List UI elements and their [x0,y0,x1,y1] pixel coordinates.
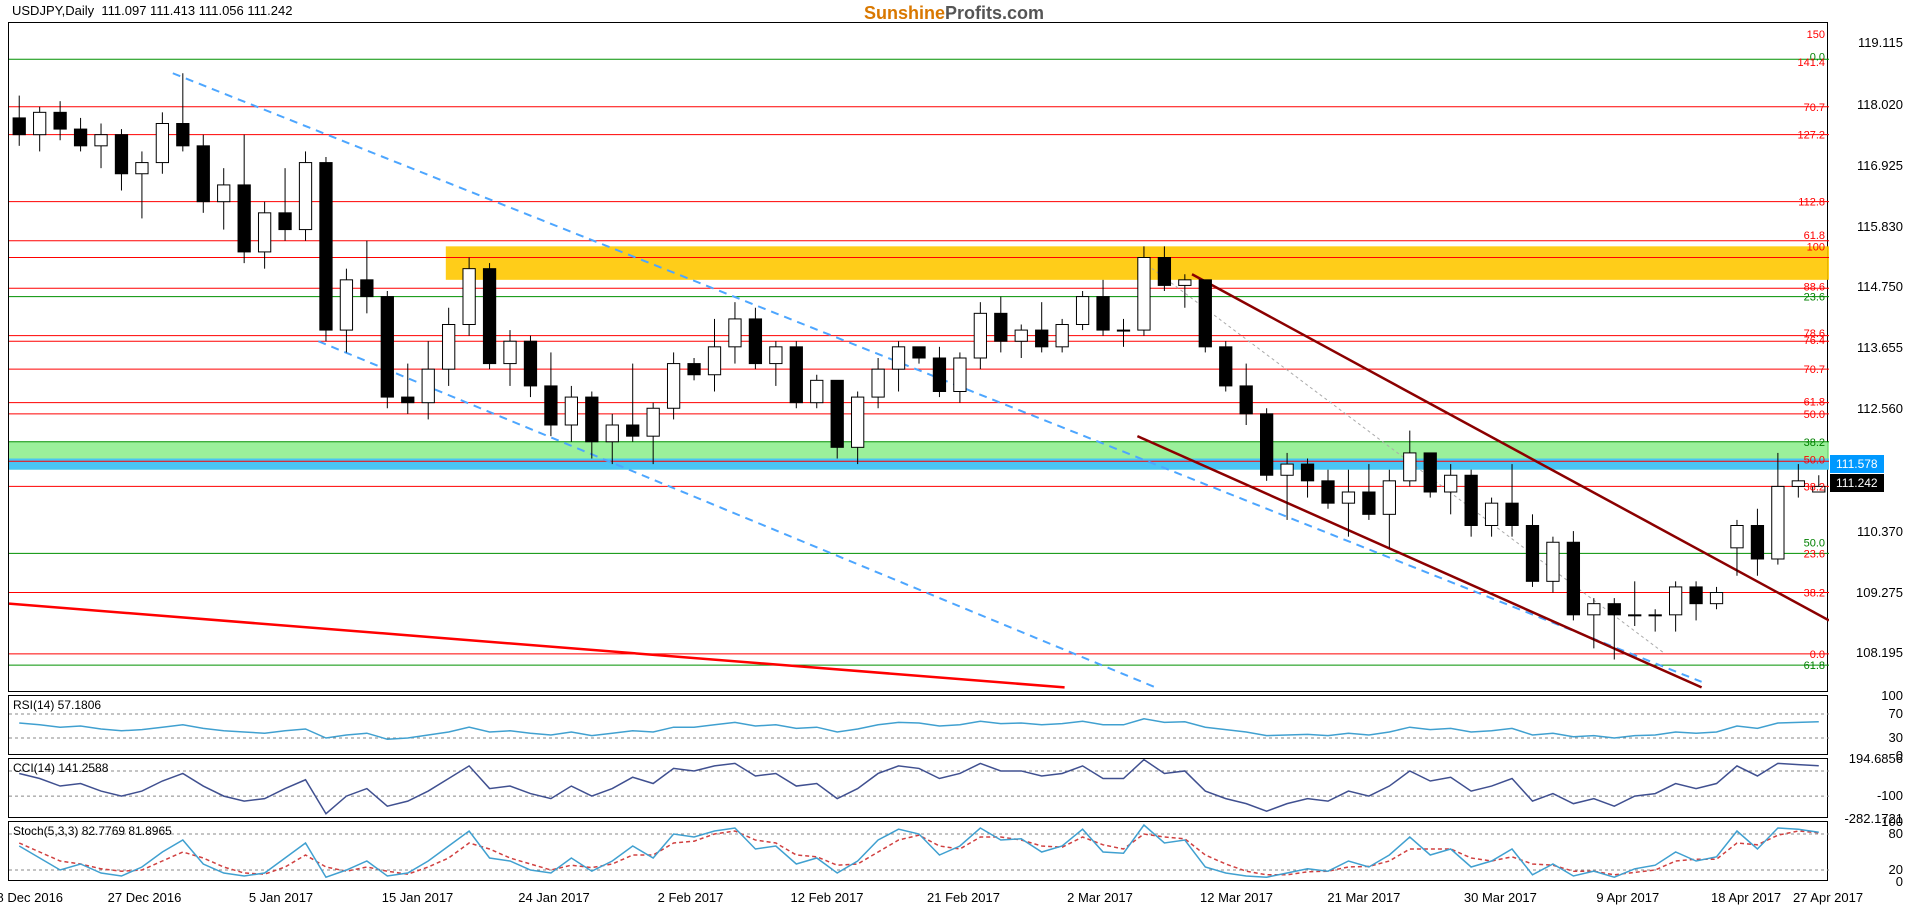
svg-text:23.6: 23.6 [1804,292,1825,304]
svg-text:61.8: 61.8 [1804,660,1825,672]
main-price-chart[interactable]: 1500.0141.470.7127.2112.861.810088.623.6… [8,22,1828,692]
stoch-label: Stoch(5,3,3) 82.7769 81.8965 [13,824,172,838]
svg-text:127.2: 127.2 [1797,130,1825,142]
cci-panel[interactable]: CCI(14) 141.2588 [8,758,1828,818]
price-y-axis: 119.115118.020116.925115.830114.750113.6… [1830,22,1908,692]
cci-svg [9,759,1829,819]
svg-text:38.2: 38.2 [1804,437,1825,449]
svg-text:38.2: 38.2 [1804,588,1825,600]
chart-header: USDJPY,Daily 111.097 111.413 111.056 111… [12,3,292,18]
watermark: SunshineProfits.com [864,3,1044,24]
date-x-axis: 18 Dec 201627 Dec 20165 Jan 201715 Jan 2… [8,885,1828,915]
rsi-y-axis: 10070300 [1830,695,1908,755]
stoch-svg [9,822,1829,882]
svg-text:100: 100 [1807,241,1825,253]
svg-text:50.0: 50.0 [1804,409,1825,421]
svg-text:141.4: 141.4 [1797,57,1825,69]
svg-text:150: 150 [1807,29,1825,41]
svg-text:76.4: 76.4 [1804,335,1825,347]
price-svg: 1500.0141.470.7127.2112.861.810088.623.6… [9,23,1829,693]
svg-text:112.8: 112.8 [1798,197,1825,209]
stoch-panel[interactable]: Stoch(5,3,3) 82.7769 81.8965 [8,821,1828,881]
svg-text:70.7: 70.7 [1804,364,1825,376]
rsi-svg [9,696,1829,756]
svg-text:50.0: 50.0 [1804,455,1825,467]
svg-text:23.6: 23.6 [1804,548,1825,560]
svg-text:70.7: 70.7 [1804,102,1825,114]
cci-y-axis: 194.6856-100-282.1721 [1830,758,1908,818]
rsi-label: RSI(14) 57.1806 [13,698,101,712]
cci-label: CCI(14) 141.2588 [13,761,108,775]
svg-text:38.2: 38.2 [1804,481,1825,493]
rsi-panel[interactable]: RSI(14) 57.1806 [8,695,1828,755]
stoch-y-axis: 10080200 [1830,821,1908,881]
svg-text:61.8: 61.8 [1804,397,1825,409]
